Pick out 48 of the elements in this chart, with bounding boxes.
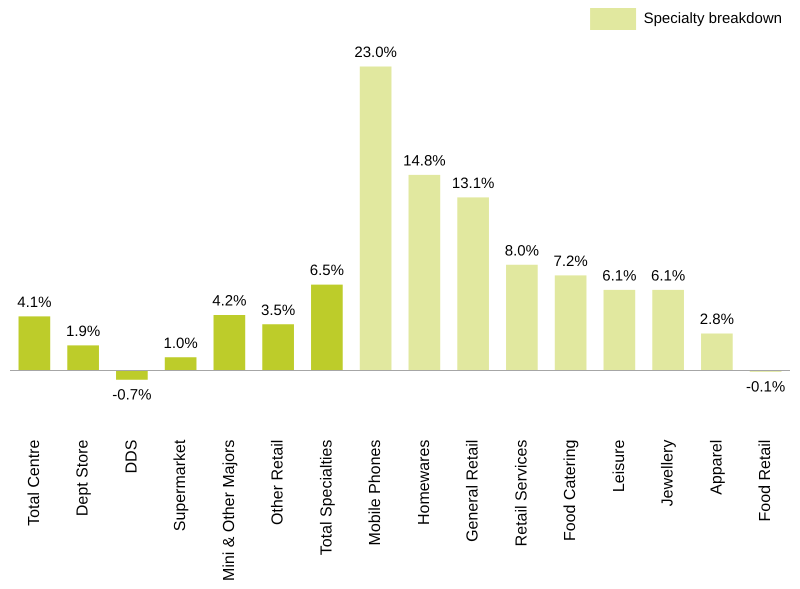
legend-label: Specialty breakdown [644,10,782,28]
bar [506,264,538,371]
bar [701,334,733,371]
bar [18,316,50,371]
data-label: -0.1% [746,378,786,396]
data-label: 6.5% [310,262,344,280]
x-tick-label: Mobile Phones [367,440,384,546]
data-label: 14.8% [403,152,446,170]
bar [604,290,636,371]
data-label: 1.0% [164,334,198,352]
data-label: 4.1% [17,294,52,311]
x-tick-label: Dept Store [74,440,92,516]
x-tick-label: Mini & Other Majors [220,440,238,582]
data-label: 2.8% [700,311,734,328]
x-tick-label: Total Specialties [318,440,336,556]
x-tick-label: Leisure [610,440,628,492]
bar [164,357,196,371]
bar [311,284,343,371]
x-tick-label: Other Retail [270,440,287,526]
data-label: 1.9% [66,323,100,340]
bar [116,370,148,380]
data-label: 8.0% [504,242,539,260]
bar [360,66,392,371]
x-tick-label: General Retail [464,440,482,542]
bar [554,275,586,371]
bar [67,345,99,371]
x-tick-label: Apparel [708,440,726,495]
data-label: -0.7% [112,386,152,404]
data-label: 4.2% [212,292,246,310]
data-label: 23.0% [354,44,397,62]
bar [408,174,440,371]
bar [214,315,246,371]
data-label: 6.1% [651,268,686,285]
bar [652,290,684,371]
x-tick-label: DDS [123,440,140,474]
bar [457,197,489,371]
x-tick-label: Jewellery [660,440,677,506]
x-tick-label: Homewares [416,440,433,525]
data-label: 13.1% [452,174,494,192]
x-tick-label: Food Retail [757,440,774,522]
x-tick-label: Supermarket [172,439,190,532]
x-tick-label: Retail Services [513,440,530,546]
data-label: 3.5% [261,302,296,319]
data-label: 7.2% [554,252,588,270]
x-tick-label: Total Centre [26,440,43,526]
bar [262,324,294,371]
data-label: 6.1% [602,268,636,285]
x-tick-label: Food Catering [562,440,580,542]
